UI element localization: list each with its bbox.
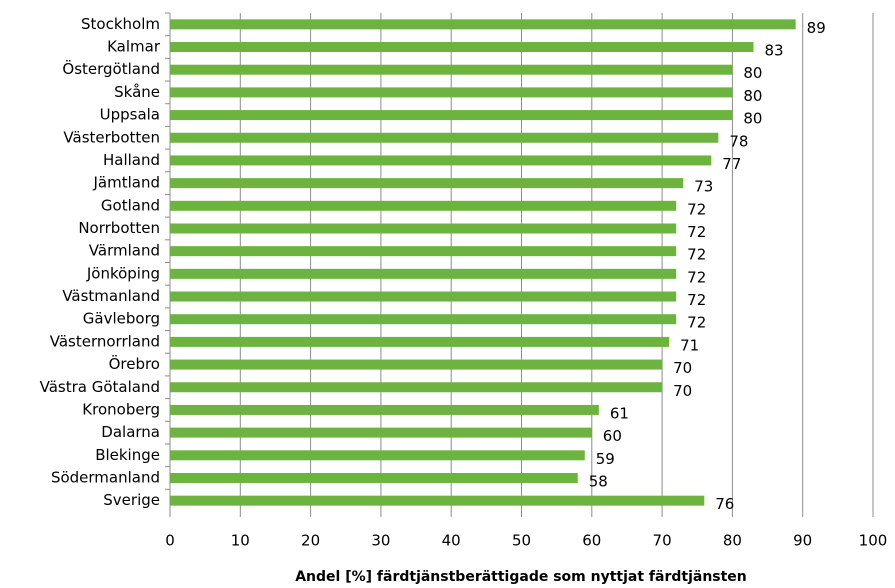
x-tick-label: 10 — [231, 532, 250, 550]
data-label: 72 — [687, 200, 706, 218]
bar — [170, 450, 585, 461]
data-label: 73 — [694, 178, 713, 196]
x-tick-label: 90 — [793, 532, 812, 550]
data-label: 80 — [743, 87, 762, 105]
y-tick-label: Västmanland — [62, 287, 160, 305]
data-label: 77 — [722, 155, 741, 173]
x-tick-label: 50 — [512, 532, 531, 550]
bar — [170, 268, 677, 279]
x-tick-label: 70 — [653, 532, 672, 550]
y-tick-label: Kronoberg — [82, 400, 160, 418]
bar — [170, 336, 670, 347]
data-label: 72 — [687, 223, 706, 241]
data-label: 59 — [596, 450, 615, 468]
y-tick-label: Dalarna — [101, 423, 160, 441]
y-tick-label: Västernorrland — [50, 332, 160, 350]
y-tick-label: Sverige — [103, 491, 160, 509]
y-tick-label: Gotland — [101, 196, 160, 214]
y-tick-label: Kalmar — [107, 38, 161, 56]
data-label: 60 — [603, 427, 622, 445]
bar — [170, 19, 796, 30]
x-tick-label: 80 — [723, 532, 742, 550]
y-tick-label: Jämtland — [93, 174, 161, 192]
bar — [170, 291, 677, 302]
bar — [170, 495, 705, 506]
data-label: 80 — [743, 110, 762, 128]
data-label: 72 — [687, 291, 706, 309]
bar — [170, 200, 677, 211]
y-tick-label: Södermanland — [51, 468, 160, 486]
x-tick-label: 40 — [442, 532, 461, 550]
y-tick-label: Norrbotten — [78, 219, 160, 237]
y-tick-label: Östergötland — [62, 59, 160, 78]
data-label: 72 — [687, 268, 706, 286]
bar — [170, 472, 578, 483]
bar — [170, 246, 677, 257]
y-tick-label: Blekinge — [95, 446, 160, 464]
y-tick-label: Västerbotten — [63, 128, 160, 146]
x-tick-label: 0 — [165, 532, 175, 550]
x-tick-label: 20 — [301, 532, 320, 550]
y-tick-label: Västra Götaland — [40, 378, 160, 396]
bar — [170, 427, 592, 438]
y-tick-label: Halland — [103, 151, 160, 169]
bar — [170, 404, 599, 415]
data-label: 70 — [673, 382, 692, 400]
data-label: 78 — [729, 132, 748, 150]
data-label: 76 — [715, 495, 734, 513]
y-tick-label: Gävleborg — [83, 310, 160, 328]
y-tick-label: Uppsala — [100, 106, 160, 124]
bar — [170, 110, 733, 121]
y-tick-label: Värmland — [89, 242, 160, 260]
data-label: 70 — [673, 359, 692, 377]
data-label: 71 — [680, 336, 699, 354]
bar — [170, 223, 677, 234]
y-tick-label: Örebro — [109, 354, 160, 373]
bar — [170, 359, 663, 370]
data-label: 61 — [610, 404, 629, 422]
x-tick-label: 100 — [859, 532, 888, 550]
bar — [170, 64, 733, 75]
bar — [170, 314, 677, 325]
x-tick-label: 60 — [582, 532, 601, 550]
bar — [170, 382, 663, 393]
bar — [170, 132, 719, 143]
data-label: 72 — [687, 314, 706, 332]
y-tick-label: Stockholm — [81, 15, 160, 33]
bar — [170, 87, 733, 98]
bar — [170, 155, 712, 166]
data-label: 83 — [764, 42, 783, 60]
y-tick-label: Skåne — [114, 83, 160, 101]
data-label: 80 — [743, 64, 762, 82]
data-label: 89 — [807, 19, 826, 37]
x-axis-title: Andel [%] färdtjänstberättigade som nytt… — [295, 569, 747, 585]
data-label: 72 — [687, 246, 706, 264]
bar — [170, 178, 684, 189]
y-tick-label: Jönköping — [86, 264, 160, 282]
data-label: 58 — [589, 472, 608, 490]
x-tick-label: 30 — [371, 532, 390, 550]
bar — [170, 42, 754, 53]
